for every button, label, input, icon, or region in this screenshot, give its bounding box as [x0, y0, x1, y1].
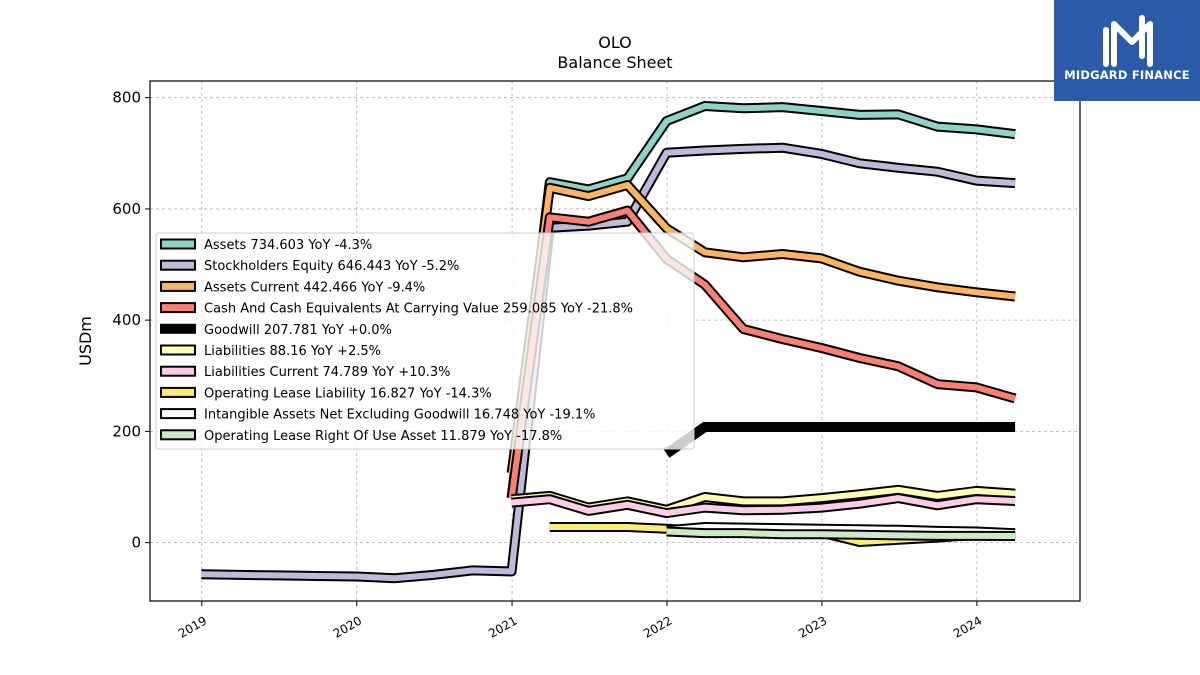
x-axis: 2019 2020 2021 2022 2023 2024	[176, 601, 984, 641]
y-tick-label: 0	[131, 534, 141, 552]
series-line-assets-current	[508, 182, 1016, 474]
series-line-operating-lease-right-of-use-asset	[666, 528, 1016, 539]
plot-frame	[149, 80, 1081, 602]
series-line-goodwill	[663, 422, 1016, 458]
legend-frame	[155, 232, 695, 450]
legend-item: Stockholders Equity 646.443 YoY -5.2%	[160, 259, 459, 274]
x-tick-label: 2023	[796, 613, 829, 640]
legend-item: Liabilities Current 74.789 YoY +10.3%	[160, 365, 451, 380]
x-tick-label: 2024	[951, 613, 984, 640]
chart-title: OLO	[598, 33, 632, 52]
y-axis: 0 200 400 600 800	[112, 89, 150, 552]
legend-item: Liabilities 88.16 YoY +2.5%	[160, 344, 381, 359]
legend-item: Operating Lease Liability 16.827 YoY -14…	[160, 386, 492, 401]
x-tick-label: 2020	[331, 613, 364, 640]
legend-label: Stockholders Equity 646.443 YoY -5.2%	[204, 259, 459, 274]
legend-item: Goodwill 207.781 YoY +0.0%	[160, 323, 392, 338]
series-line-cash-and-cash-equivalents-at-carrying-value	[508, 207, 1016, 499]
y-tick-label: 600	[112, 200, 141, 218]
legend-label: Liabilities 88.16 YoY +2.5%	[204, 344, 381, 359]
legend-label: Assets 734.603 YoY -4.3%	[204, 238, 372, 253]
legend-swatch	[160, 259, 196, 271]
x-tick-label: 2022	[641, 613, 674, 640]
legend-swatch	[160, 302, 196, 314]
legend-label: Assets Current 442.466 YoY -9.4%	[204, 280, 425, 295]
legend-label: Liabilities Current 74.789 YoY +10.3%	[204, 365, 451, 380]
legend-swatch	[160, 429, 196, 441]
legend-item: Operating Lease Right Of Use Asset 11.87…	[160, 429, 562, 444]
y-tick-label: 200	[112, 422, 141, 440]
logo-text: MIDGARD FINANCE	[1064, 68, 1190, 82]
x-tick-label: 2021	[486, 613, 519, 640]
chart-subtitle: Balance Sheet	[557, 53, 672, 72]
x-tick-label: 2019	[176, 613, 209, 640]
y-tick-label: 800	[112, 89, 141, 107]
legend-item: Assets Current 442.466 YoY -9.4%	[160, 280, 425, 295]
legend-swatch	[160, 280, 196, 292]
series-line-stockholders-equity	[201, 144, 1016, 582]
midgard-finance-logo: MIDGARD FINANCE	[1054, 0, 1200, 101]
series-line-assets	[508, 103, 1016, 499]
legend-item: Intangible Assets Net Excluding Goodwill…	[160, 408, 595, 423]
legend-label: Operating Lease Right Of Use Asset 11.87…	[204, 429, 562, 444]
series-line-liabilities-current	[511, 495, 1016, 517]
legend-label: Operating Lease Liability 16.827 YoY -14…	[204, 386, 492, 401]
legend-swatch	[160, 344, 196, 356]
legend-label: Goodwill 207.781 YoY +0.0%	[204, 323, 392, 338]
legend: Assets 734.603 YoY -4.3% Stockholders Equ…	[155, 232, 695, 450]
legend-item: Cash And Cash Equivalents At Carrying Va…	[160, 302, 633, 317]
legend-swatch	[160, 408, 196, 420]
legend-swatch	[160, 238, 196, 250]
y-axis-label: USDm	[76, 316, 95, 366]
legend-label: Cash And Cash Equivalents At Carrying Va…	[204, 302, 633, 317]
logo-icon	[1103, 15, 1153, 67]
legend-swatch	[160, 365, 196, 377]
series-layer	[201, 101, 1017, 584]
legend-swatch	[160, 323, 196, 334]
legend-item: Assets 734.603 YoY -4.3%	[160, 238, 372, 253]
legend-swatch	[160, 386, 196, 398]
y-tick-label: 400	[112, 311, 141, 329]
legend-label: Intangible Assets Net Excluding Goodwill…	[204, 408, 595, 423]
